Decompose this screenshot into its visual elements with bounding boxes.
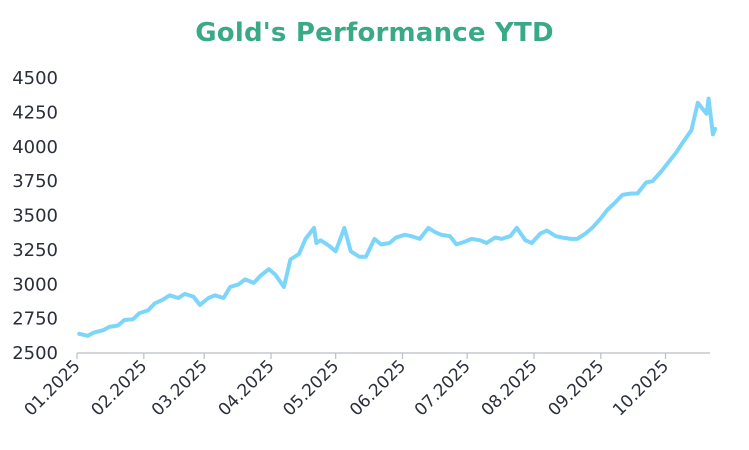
y-tick-label: 2500	[12, 343, 58, 364]
x-tick-label: 05.2025	[279, 356, 343, 420]
x-tick-label: 10.2025	[609, 356, 673, 420]
x-tick-label: 03.2025	[148, 356, 212, 420]
x-tick-label: 06.2025	[346, 356, 410, 420]
y-tick-label: 2750	[12, 309, 58, 330]
x-tick-label: 08.2025	[478, 356, 542, 420]
y-tick-label: 4500	[12, 68, 58, 89]
chart-title: Gold's Performance YTD	[195, 18, 554, 48]
y-tick-label: 4250	[12, 102, 58, 123]
y-tick-label: 3750	[12, 171, 58, 192]
y-tick-label: 3500	[12, 206, 58, 227]
x-tick-label: 07.2025	[411, 356, 475, 420]
x-tick-label: 04.2025	[215, 356, 279, 420]
y-tick-label: 3250	[12, 240, 58, 261]
y-tick-label: 4000	[12, 137, 58, 158]
x-tick-label: 09.2025	[545, 356, 609, 420]
x-tick-label: 02.2025	[88, 356, 152, 420]
y-tick-label: 3000	[12, 274, 58, 295]
gold-price-line	[77, 96, 718, 338]
x-tick-label: 01.2025	[21, 356, 85, 420]
